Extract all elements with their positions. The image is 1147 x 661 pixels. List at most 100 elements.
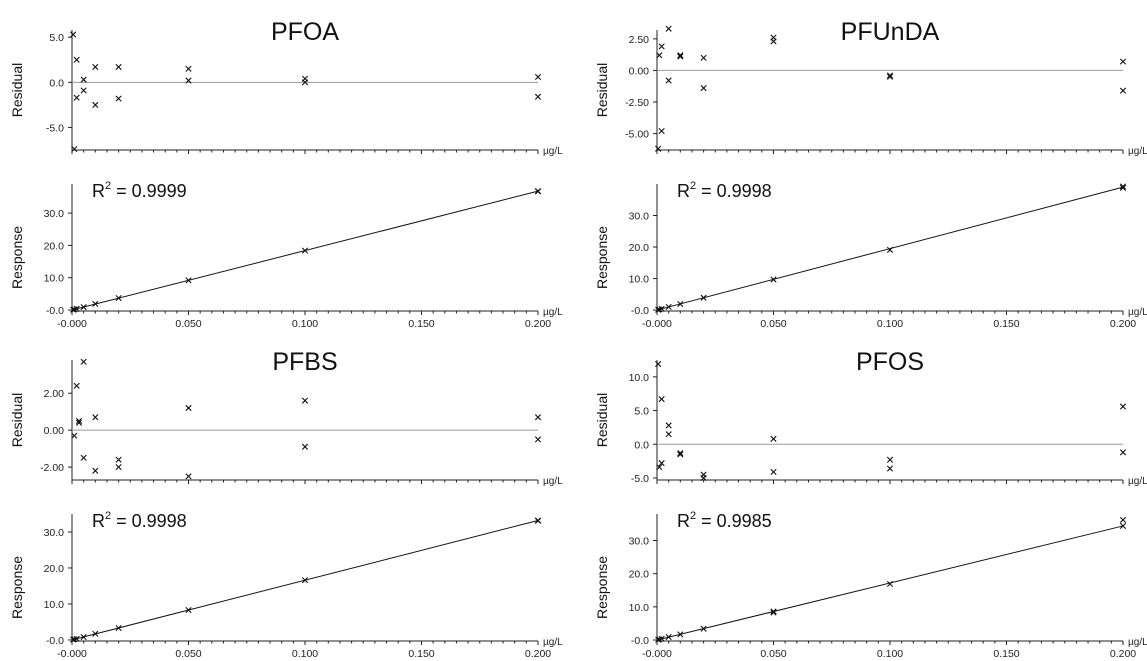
x-tick-label: -0.000 <box>642 318 672 330</box>
response-point <box>658 635 665 642</box>
residual-point <box>185 65 192 72</box>
response-point <box>1119 183 1127 190</box>
residual-x-unit: µg/L <box>543 476 563 487</box>
response-x-unit: µg/L <box>1128 637 1147 648</box>
x-tick-label: 0.050 <box>175 648 201 660</box>
chart-svg: PFOA 5.0 0.0 -5.0 Residual µg/L 30.0 20.0 10.0 -0… <box>9 18 563 330</box>
residual-point <box>534 436 542 443</box>
residual-point <box>301 397 309 404</box>
residual-point <box>886 456 894 463</box>
x-tick-label: 0.200 <box>525 648 551 660</box>
response-point <box>700 294 707 301</box>
residual-point <box>1119 449 1127 456</box>
residual-point <box>1119 58 1127 65</box>
residual-y-tick-label: -5.00 <box>625 129 649 141</box>
residual-point <box>73 382 80 389</box>
calibration-fit-line <box>656 186 1124 311</box>
residual-point <box>301 443 309 450</box>
residual-point <box>92 467 99 474</box>
response-y-tick-label: -0.0 <box>631 635 649 647</box>
residual-point <box>700 85 707 92</box>
response-point <box>1119 522 1127 530</box>
x-tick-label: 0.100 <box>292 648 318 660</box>
response-point <box>534 188 542 195</box>
response-y-tick-label: 10.0 <box>44 599 65 611</box>
x-tick-label: 0.100 <box>877 318 903 330</box>
x-tick-label: -0.000 <box>642 648 672 660</box>
residual-point <box>677 449 684 457</box>
response-point <box>770 609 777 616</box>
r-squared-value: 0.9998 <box>132 511 187 531</box>
response-point <box>665 303 672 310</box>
response-y-tick-label: 30.0 <box>629 211 650 223</box>
x-tick-label: 0.100 <box>292 318 318 330</box>
response-point <box>301 577 309 584</box>
residual-y-tick-label: -5.0 <box>46 122 64 134</box>
response-x-unit: µg/L <box>543 307 563 318</box>
residual-point <box>658 43 665 50</box>
x-tick-label: 0.050 <box>760 648 786 660</box>
residual-y-label: Residual <box>9 393 25 447</box>
residual-point <box>658 396 665 403</box>
response-point <box>770 608 777 615</box>
residual-y-tick-label: 5.0 <box>634 406 649 418</box>
residual-point <box>677 451 684 458</box>
response-point <box>185 277 192 284</box>
x-tick-label: 0.150 <box>408 318 434 330</box>
response-point <box>92 300 99 307</box>
response-y-label: Response <box>594 556 610 619</box>
residual-point <box>73 56 80 63</box>
response-y-label: Response <box>9 226 25 289</box>
response-x-unit: µg/L <box>1128 307 1147 318</box>
chart-panel-pfos: PFOS 10.0 5.0 0.0 -5.0 Residual µg/L 30.0 20.0 10… <box>585 330 1147 660</box>
residual-point <box>886 72 894 79</box>
residual-y-tick-label: 2.00 <box>44 388 65 400</box>
response-point <box>71 636 78 643</box>
chart-panel-pfbs: PFBS 2.00 0.00 -2.00 Residual µg/L 30.0 20.0 10.… <box>0 330 573 660</box>
residual-point <box>534 414 542 421</box>
response-point <box>886 580 894 588</box>
residual-point <box>71 432 78 439</box>
residual-x-unit: µg/L <box>1128 146 1147 157</box>
residual-point <box>115 63 122 71</box>
x-tick-label: 0.050 <box>760 318 786 330</box>
response-y-tick-label: 30.0 <box>44 208 65 220</box>
residual-y-tick-label: 0.0 <box>49 77 64 89</box>
response-point <box>73 635 80 642</box>
residual-point <box>92 414 99 421</box>
residual-y-label: Residual <box>594 63 610 117</box>
response-point <box>655 306 662 313</box>
response-y-tick-label: 20.0 <box>44 563 65 575</box>
chart-svg: PFOS 10.0 5.0 0.0 -5.0 Residual µg/L 30.0 20.0 10… <box>594 348 1147 660</box>
residual-point <box>655 360 662 368</box>
x-tick-label: 0.150 <box>408 648 434 660</box>
response-y-label: Response <box>9 556 25 619</box>
residual-x-unit: µg/L <box>1128 476 1147 487</box>
residual-point <box>115 463 122 471</box>
response-point <box>80 633 87 641</box>
residual-y-label: Residual <box>594 393 610 447</box>
residual-point <box>115 95 122 102</box>
response-x-unit: µg/L <box>543 637 563 648</box>
residual-point <box>75 419 83 426</box>
residual-point <box>185 77 192 84</box>
response-point <box>70 306 77 313</box>
response-point <box>700 625 707 632</box>
calibration-fit-line <box>656 525 1124 641</box>
x-tick-label: 0.200 <box>1110 648 1136 660</box>
response-y-tick-label: -0.0 <box>46 635 64 647</box>
response-point <box>1119 184 1127 191</box>
residual-y-tick-label: 0.00 <box>629 65 650 77</box>
residual-point <box>656 464 663 471</box>
residual-point <box>665 77 672 84</box>
response-y-tick-label: -0.0 <box>631 305 649 317</box>
response-point <box>80 304 87 311</box>
residual-point <box>73 94 80 101</box>
residual-point <box>92 63 99 71</box>
residual-point <box>886 73 894 80</box>
r-squared-annotation: R2 = 0.9999 <box>92 180 187 201</box>
residual-point <box>70 31 77 38</box>
r-squared-annotation: R2 = 0.9998 <box>92 510 187 531</box>
residual-point <box>665 431 672 438</box>
response-point <box>886 246 894 253</box>
